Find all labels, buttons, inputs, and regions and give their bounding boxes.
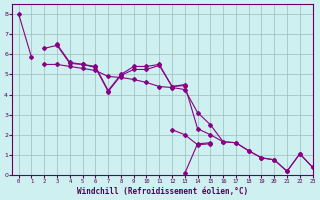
X-axis label: Windchill (Refroidissement éolien,°C): Windchill (Refroidissement éolien,°C) xyxy=(77,187,248,196)
